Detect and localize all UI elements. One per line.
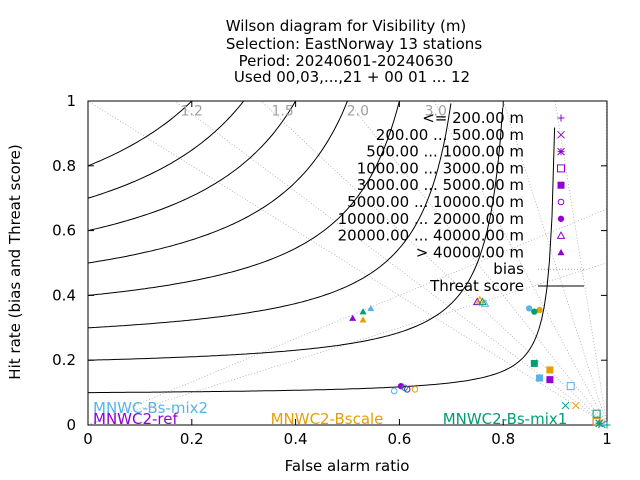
threat-score-curve (88, 103, 452, 329)
legend-entry-label: 5000.00 ... 10000.00 m (347, 193, 524, 211)
y-tick-label: 0.4 (52, 286, 76, 304)
data-point (561, 401, 570, 410)
data-point (411, 386, 419, 393)
data-point (536, 306, 543, 314)
legend-entry-marker (557, 164, 565, 173)
bias-label: 1.2 (181, 104, 203, 120)
y-tick-label: 0.2 (52, 351, 76, 369)
x-tick-label: 0.6 (387, 430, 411, 448)
data-point (530, 359, 538, 367)
x-tick-label: 1 (602, 430, 612, 448)
threat-score-curve (88, 101, 193, 167)
legend-entry-label: 1000.00 ... 3000.00 m (357, 159, 524, 177)
legend-entry-marker (557, 215, 565, 222)
x-tick-label: 0.4 (284, 430, 308, 448)
chart-title: Wilson diagram for Visibility (m) Select… (226, 17, 483, 86)
data-points (349, 295, 611, 429)
y-tick-label: 0.6 (52, 222, 76, 240)
model-label: MNWC-Bs-mix2 (93, 399, 208, 417)
legend-entry-label: 10000.00 ... 20000.00 m (338, 210, 524, 228)
threat-score-curves (88, 101, 556, 394)
data-point (531, 308, 538, 315)
legend-entry-marker (557, 198, 565, 206)
title-line-4: Used 00,03,...,21 + 00 01 ... 12 (234, 68, 470, 86)
data-point (566, 382, 575, 391)
data-point (592, 409, 601, 418)
data-point (472, 297, 482, 306)
data-point (603, 421, 611, 429)
data-point (397, 382, 405, 390)
model-label: MNWC2-Bscale (271, 410, 384, 428)
y-axis-ticks: 0 0.2 0.4 0.6 0.8 1 (52, 92, 607, 434)
data-point (526, 305, 533, 312)
bias-line (174, 101, 607, 425)
x-axis-ticks: 0 0.2 0.4 0.6 0.8 1 (83, 101, 612, 448)
data-point (592, 417, 601, 426)
y-tick-label: 0.8 (52, 157, 76, 175)
bias-line (88, 208, 607, 425)
data-point (359, 316, 367, 323)
x-axis-label: False alarm ratio (285, 457, 410, 475)
threat-score-curve (88, 101, 400, 296)
legend-entry-marker (557, 114, 565, 122)
data-point (546, 366, 554, 374)
legend-entry-label: 20000.00 ... 40000.00 m (338, 227, 524, 245)
bias-label: 1.5 (271, 104, 293, 120)
data-point (546, 376, 554, 384)
bias-line (88, 101, 607, 425)
bias-label: 2.0 (347, 104, 369, 120)
bias-lines (88, 101, 607, 425)
plot-frame (87, 100, 608, 426)
legend-entry-label: > 40000.00 m (416, 243, 524, 261)
legend-entry-label: 500.00 ... 1000.00 m (366, 143, 524, 161)
model-label: MNWC2-Bs-mix1 (443, 410, 568, 428)
x-tick-label: 0.8 (491, 430, 515, 448)
y-tick-label: 0 (66, 416, 76, 434)
threat-score-curve (88, 101, 348, 264)
y-tick-label: 1 (66, 92, 76, 110)
data-point (595, 419, 604, 428)
data-point (536, 374, 544, 382)
legend-entry-marker (557, 130, 565, 139)
bias-line (88, 262, 607, 425)
model-label: MNWC2-ref (93, 410, 178, 428)
y-axis-label: Hit rate (bias and Threat score) (6, 144, 24, 379)
bias-labels: 1.2 1.5 2.0 3.0 (181, 104, 447, 120)
x-tick-label: 0.2 (180, 430, 204, 448)
threat-score-curve (88, 127, 556, 394)
title-line-3: Period: 20240601-20240630 (239, 52, 454, 70)
legend-entry-label: Threat score (429, 277, 524, 295)
bias-line (260, 101, 607, 425)
title-line-2: Selection: EastNorway 13 stations (226, 35, 482, 53)
data-point (478, 297, 487, 306)
bias-label: 3.0 (425, 104, 447, 120)
legend-entry-marker (557, 147, 565, 156)
data-point (401, 384, 408, 392)
legend-entry-label: 200.00 ... 500.00 m (376, 126, 524, 144)
data-point (367, 304, 375, 312)
bias-line (433, 101, 607, 425)
threat-score-curve (88, 107, 504, 361)
threat-score-curve (88, 101, 245, 199)
data-point (359, 308, 367, 315)
title-line-1: Wilson diagram for Visibility (m) (226, 17, 467, 35)
legend-entry-label: bias (493, 260, 524, 278)
legend-entry-marker (556, 231, 566, 239)
legend-entry-marker (557, 181, 565, 189)
legend-entry-label: <= 200.00 m (422, 109, 524, 127)
legend-entry-label: 3000.00 ... 5000.00 m (357, 176, 524, 194)
data-point (390, 387, 398, 395)
legend-entry-marker (557, 248, 565, 256)
threat-score-curve (88, 101, 297, 232)
data-point (572, 401, 580, 410)
x-tick-label: 0 (83, 430, 93, 448)
data-point (349, 314, 357, 321)
